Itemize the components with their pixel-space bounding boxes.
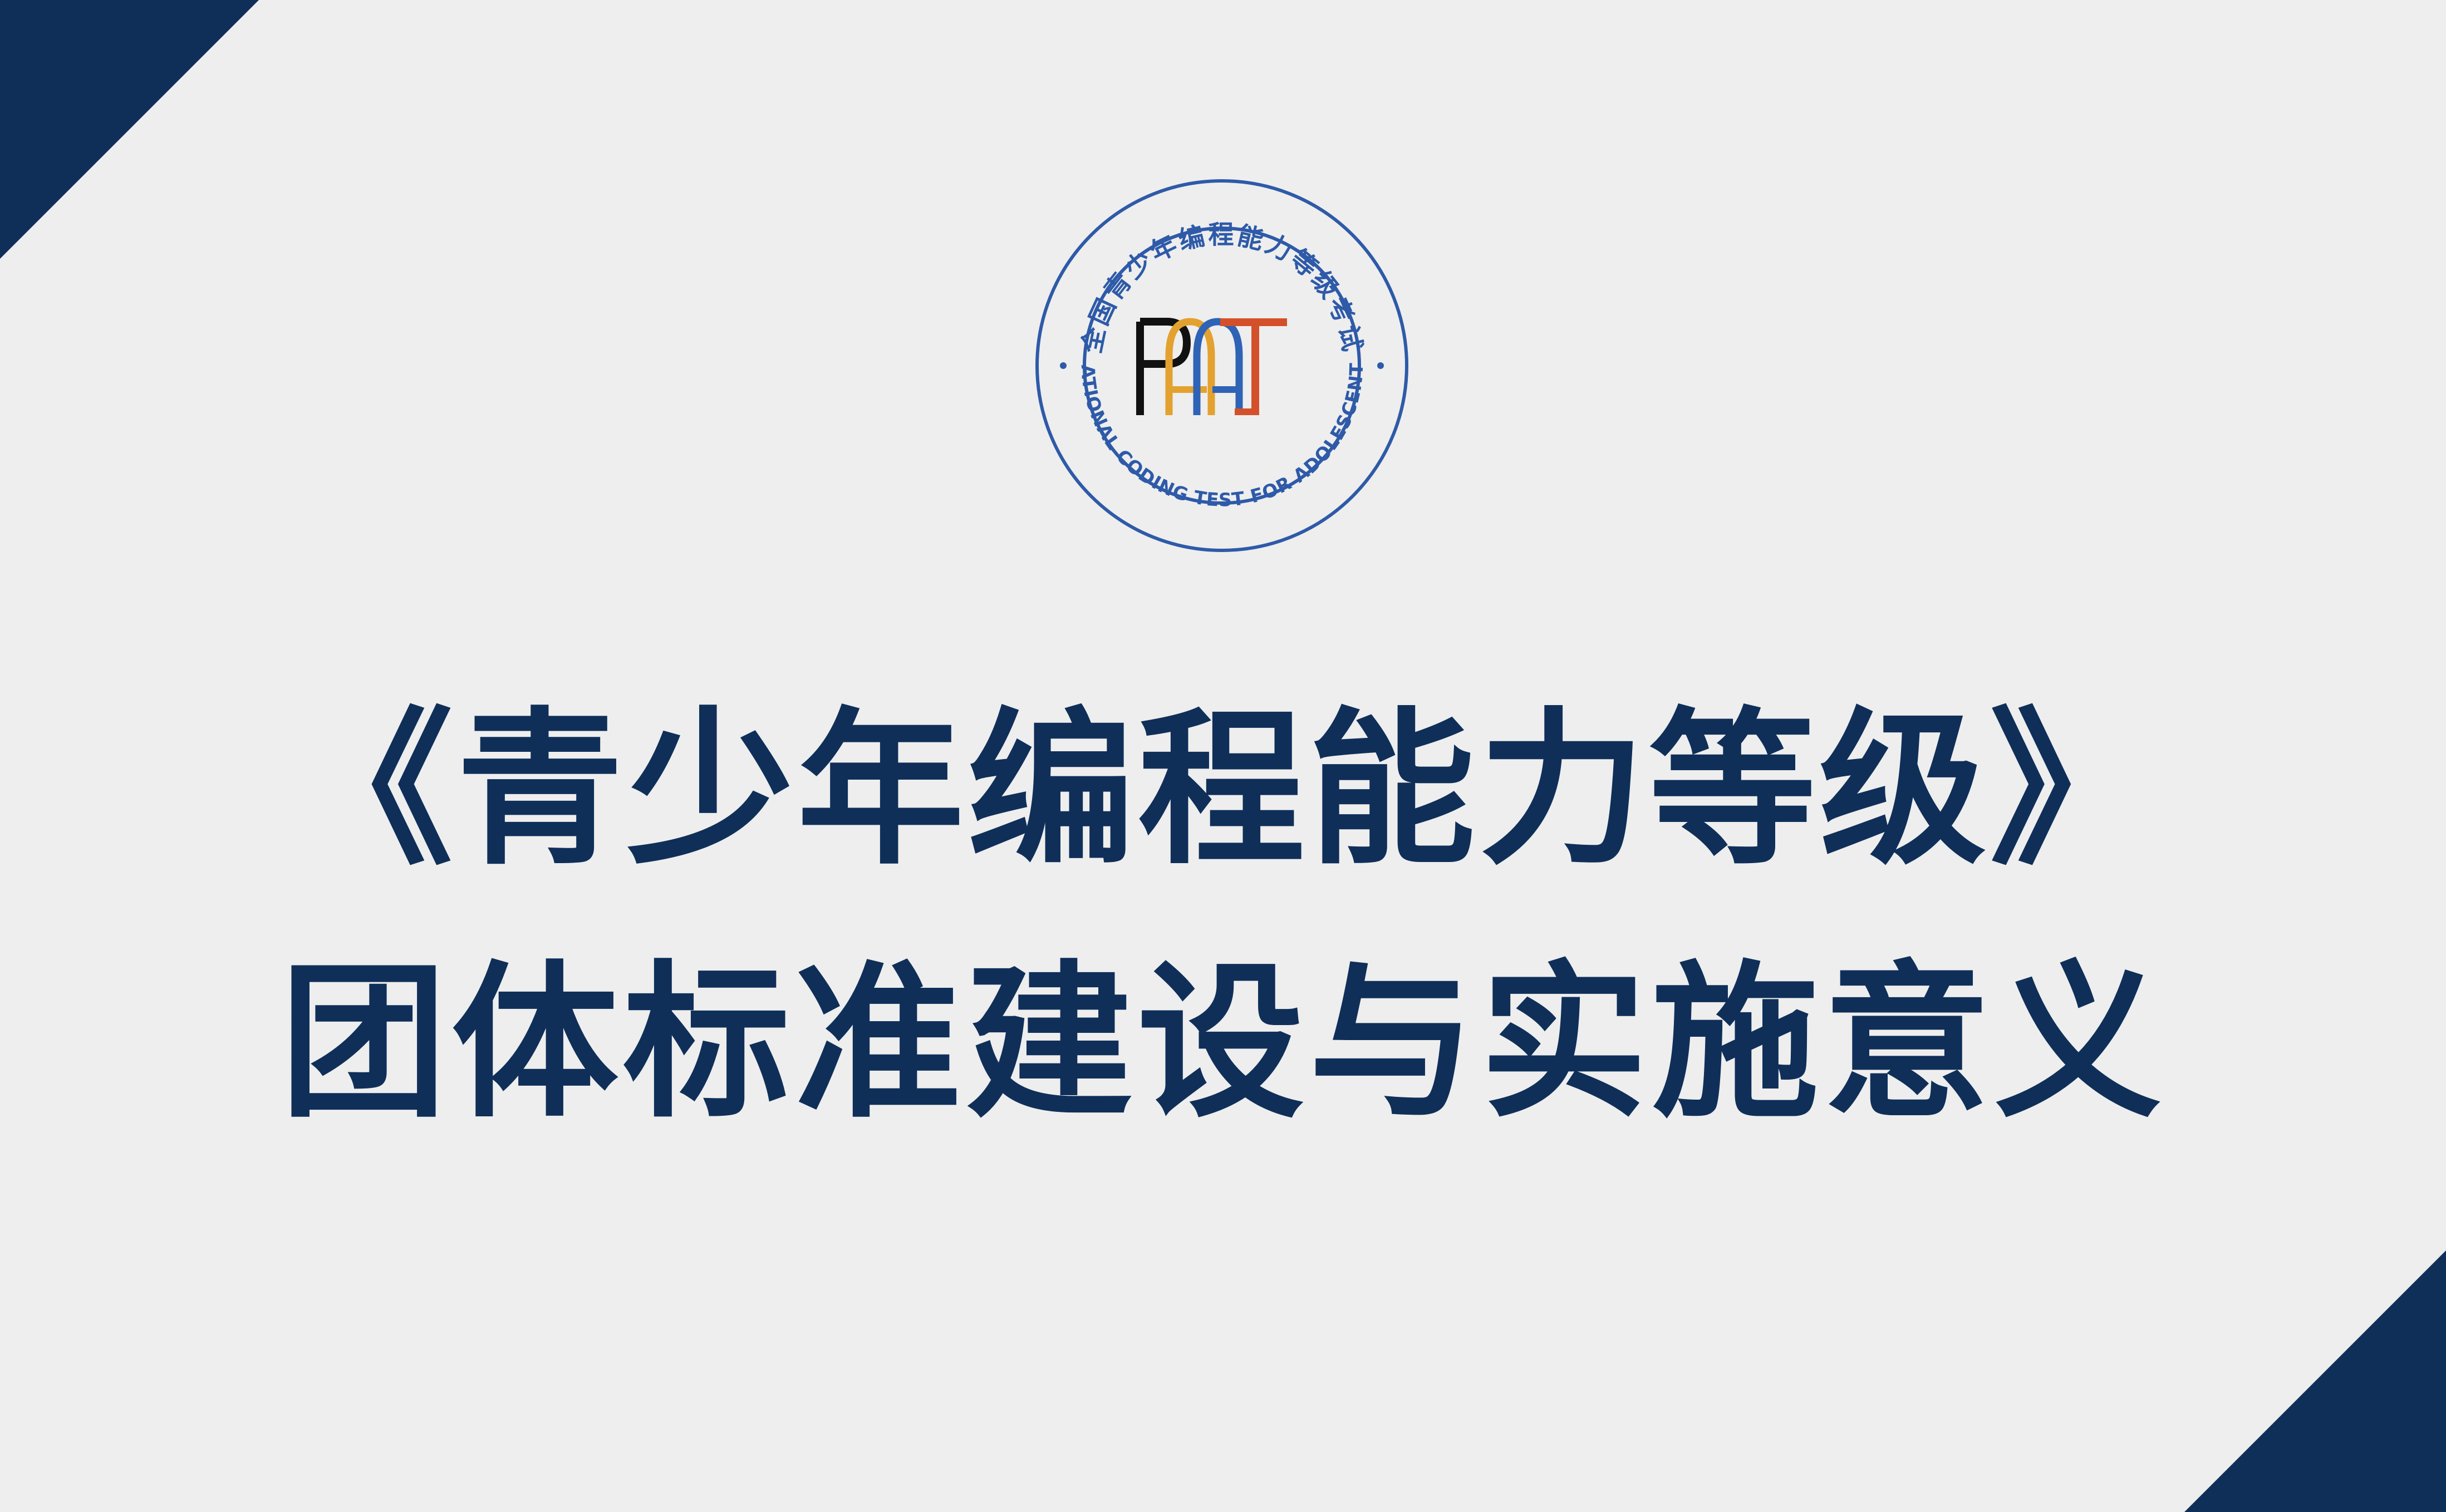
seal-logo: 全国青少年编程能力等级考试 NATIONAL CODING TEST FOR A… [1034,178,1410,554]
title-line-2: 团体标准建设与实施意义 [280,946,2166,1140]
corner-triangle-top-left [0,0,259,259]
corner-triangle-bottom-right [2184,1250,2446,1512]
title-line-1: 《青少年编程能力等级》 [286,693,2160,887]
seal-logo-icon: 全国青少年编程能力等级考试 NATIONAL CODING TEST FOR A… [1034,178,1408,552]
paat-mark [1136,318,1287,415]
